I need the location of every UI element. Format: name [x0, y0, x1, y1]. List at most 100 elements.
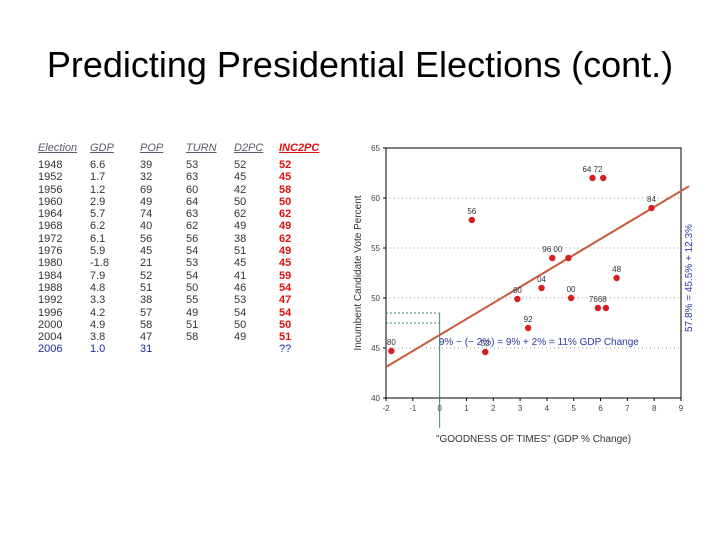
cell-turn: 64 — [186, 195, 199, 208]
cell-d2pc: 45 — [234, 257, 247, 270]
cell-inc2pc: 50 — [279, 318, 292, 331]
cell-inc2pc: 62 — [279, 208, 292, 221]
cell-election: 1968 — [38, 220, 63, 233]
regression-line — [385, 185, 690, 368]
cell-turn: 56 — [186, 232, 199, 245]
cell-d2pc: 51 — [234, 245, 247, 258]
cell-election: 1984 — [38, 269, 63, 282]
cell-d2pc — [234, 343, 279, 355]
cell-pop: 31 — [140, 343, 153, 356]
y-tick-label: 60 — [371, 194, 380, 203]
table-row: 1960 2.9 49 64 50 50 — [38, 196, 319, 208]
cell-pop: 69 — [140, 183, 153, 196]
cell-turn: 63 — [186, 208, 199, 221]
cell-election: 1972 — [38, 232, 63, 245]
cell-inc2pc: ?? — [279, 343, 292, 356]
cell-election: 1976 — [38, 245, 63, 258]
cell-election: 1952 — [38, 171, 63, 184]
election-table: Election GDP POP TURN D2PC INC2PC 1948 6.… — [38, 141, 319, 356]
cell-gdp: 3.3 — [90, 294, 106, 307]
cell-gdp: 4.8 — [90, 281, 106, 294]
cell-gdp: 3.8 — [90, 331, 106, 344]
cell-pop: 57 — [140, 306, 153, 319]
cell-inc2pc: 62 — [279, 232, 292, 245]
cell-turn: 51 — [186, 318, 199, 331]
cell-pop: 49 — [140, 195, 153, 208]
x-tick-label: 9 — [679, 404, 684, 413]
cell-inc2pc: 45 — [279, 257, 292, 270]
y-tick-label: 65 — [371, 144, 380, 153]
cell-inc2pc: 58 — [279, 183, 292, 196]
table-row: 1948 6.6 39 53 52 52 — [38, 159, 319, 171]
cell-turn: 49 — [186, 306, 199, 319]
cell-inc2pc: 51 — [279, 331, 292, 344]
y-tick-label: 50 — [371, 294, 380, 303]
cell-pop: 21 — [140, 257, 153, 270]
data-point — [388, 347, 395, 355]
cell-d2pc: 45 — [234, 171, 247, 184]
cell-election: 1980 — [38, 257, 63, 270]
cell-inc2pc: 52 — [279, 159, 292, 171]
cell-inc2pc: 50 — [279, 195, 292, 208]
data-point-label: 52 — [481, 339, 490, 348]
data-point — [524, 324, 532, 332]
cell-gdp: 6.6 — [90, 159, 106, 171]
cell-gdp: 1.7 — [90, 171, 106, 184]
x-tick-label: 1 — [464, 404, 469, 413]
data-point — [600, 174, 607, 182]
cell-inc2pc: 54 — [279, 281, 292, 294]
cell-turn — [186, 343, 234, 355]
cell-gdp: 5.7 — [90, 208, 106, 221]
data-point — [468, 216, 476, 224]
cell-d2pc: 49 — [234, 220, 247, 233]
y-tick-label: 45 — [371, 344, 380, 353]
cell-pop: 58 — [140, 318, 153, 331]
table-row: 2004 3.8 47 58 49 51 — [38, 331, 319, 343]
cell-inc2pc: 45 — [279, 171, 292, 184]
cell-turn: 50 — [186, 281, 199, 294]
cell-turn: 60 — [186, 183, 199, 196]
cell-turn: 62 — [186, 220, 199, 233]
scatter-chart: 404550556065-2-1012345678980565260920496… — [353, 144, 695, 445]
cell-gdp: 6.1 — [90, 232, 106, 245]
table-row: 1964 5.7 74 63 62 62 — [38, 208, 319, 220]
x-tick-label: 4 — [545, 404, 550, 413]
cell-pop: 39 — [140, 159, 153, 171]
cell-turn: 54 — [186, 269, 199, 282]
cell-d2pc: 50 — [234, 318, 247, 331]
data-point — [567, 294, 575, 302]
header-d2pc: D2PC — [234, 142, 264, 154]
cell-d2pc: 54 — [234, 306, 247, 319]
data-point-label: 7668 — [589, 295, 607, 304]
x-tick-label: 7 — [625, 404, 630, 413]
cell-gdp: 4.2 — [90, 306, 106, 319]
cell-turn: 53 — [186, 159, 199, 171]
cell-election: 1988 — [38, 281, 63, 294]
table-row: 1956 1.2 69 60 42 58 — [38, 184, 319, 196]
cell-d2pc: 38 — [234, 232, 247, 245]
cell-pop: 32 — [140, 171, 153, 184]
y-tick-label: 40 — [371, 394, 380, 403]
x-tick-label: 6 — [598, 404, 603, 413]
cell-election: 1964 — [38, 208, 63, 221]
table-row: 1992 3.3 38 55 53 47 — [38, 294, 319, 306]
cell-d2pc: 53 — [234, 294, 247, 307]
cell-election: 2006 — [38, 343, 63, 356]
y-axis-label: Incumbent Candidate Vote Percent — [353, 195, 364, 350]
table-row: 1996 4.2 57 49 54 54 — [38, 307, 319, 319]
data-point — [482, 348, 489, 356]
data-point-label: 84 — [647, 195, 656, 204]
table-row: 1980 -1.8 21 53 45 45 — [38, 257, 319, 269]
cell-gdp: 7.9 — [90, 269, 106, 282]
table-row: 1952 1.7 32 63 45 45 — [38, 171, 319, 183]
gdp-annotation: 9% − (− 2%) = 9% + 2% = 11% GDP Change — [439, 337, 639, 348]
cell-pop: 52 — [140, 269, 153, 282]
cell-turn: 54 — [186, 245, 199, 258]
cell-pop: 51 — [140, 281, 153, 294]
table-row: 1988 4.8 51 50 46 54 — [38, 282, 319, 294]
cell-d2pc: 41 — [234, 269, 247, 282]
header-turn: TURN — [186, 142, 217, 154]
data-point — [594, 304, 602, 312]
y-tick-label: 55 — [371, 244, 380, 253]
x-axis-label: "GOODNESS OF TIMES" (GDP % Change) — [436, 434, 631, 445]
